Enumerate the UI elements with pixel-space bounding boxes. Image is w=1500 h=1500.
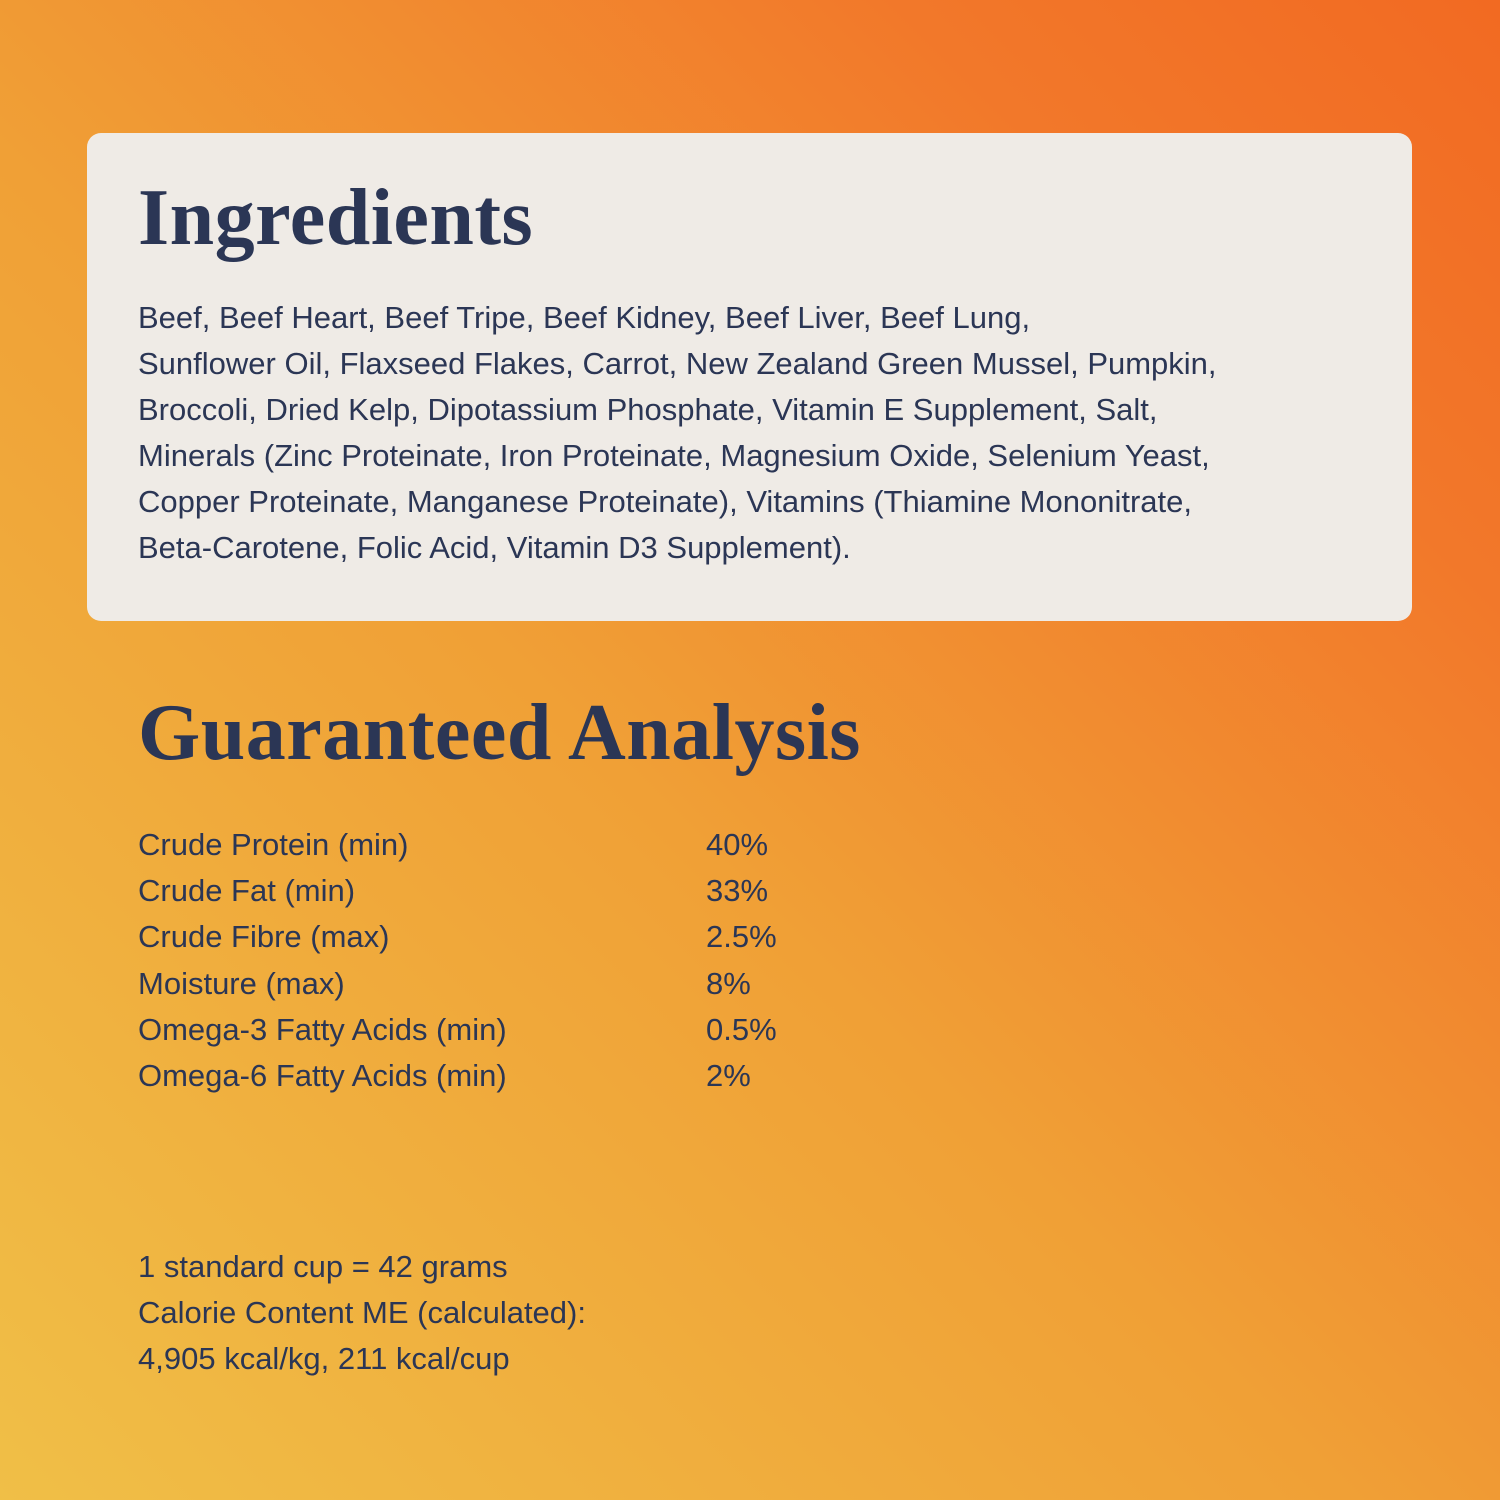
ingredients-line: Sunflower Oil, Flaxseed Flakes, Carrot, … [138, 346, 1217, 381]
nutrient-name: Crude Fibre (max) [138, 919, 390, 955]
nutrient-value: 2.5% [706, 919, 777, 955]
nutrient-value: 0.5% [706, 1011, 777, 1047]
analysis-row: Omega-3 Fatty Acids (min) 0.5% [138, 1007, 777, 1053]
nutrient-name: Crude Fat (min) [138, 873, 356, 909]
ingredients-line: Minerals (Zinc Proteinate, Iron Proteina… [138, 438, 1210, 473]
analysis-row: Moisture (max) 8% [138, 961, 777, 1007]
ingredients-line: Beef, Beef Heart, Beef Tripe, Beef Kidne… [138, 300, 1031, 335]
nutrient-value: 33% [706, 873, 769, 909]
ingredients-line: Broccoli, Dried Kelp, Dipotassium Phosph… [138, 392, 1158, 427]
nutrient-name: Moisture (max) [138, 965, 345, 1001]
calorie-info: 1 standard cup = 42 grams Calorie Conten… [138, 1244, 586, 1382]
analysis-row: Crude Fat (min) 33% [138, 868, 777, 914]
serving-size: 1 standard cup = 42 grams [138, 1249, 508, 1284]
nutrient-name: Crude Protein (min) [138, 827, 409, 862]
analysis-table: Crude Protein (min) 40% Crude Fat (min) 33… [138, 822, 777, 1099]
analysis-row: Crude Protein (min) 40% [138, 822, 777, 868]
ingredients-line: Beta-Carotene, Folic Acid, Vitamin D3 Su… [138, 530, 851, 565]
analysis-title: Guaranteed Analysis [138, 689, 861, 777]
calorie-values: 4,905 kcal/kg, 211 kcal/cup [138, 1341, 510, 1376]
nutrient-name: Omega-3 Fatty Acids (min) [138, 1011, 507, 1047]
calorie-label: Calorie Content ME (calculated): [138, 1295, 586, 1330]
nutrient-value: 2% [706, 1058, 751, 1094]
ingredients-title: Ingredients [138, 174, 534, 262]
analysis-row: Crude Fibre (max) 2.5% [138, 914, 777, 960]
ingredients-list: Beef, Beef Heart, Beef Tripe, Beef Kidne… [138, 295, 1217, 571]
nutrient-value: 8% [706, 965, 751, 1001]
analysis-row: Omega-6 Fatty Acids (min) 2% [138, 1053, 777, 1099]
ingredients-line: Copper Proteinate, Manganese Proteinate)… [138, 484, 1192, 519]
nutrient-value: 40% [706, 827, 769, 862]
ingredients-card: Ingredients Beef, Beef Heart, Beef Tripe… [87, 133, 1412, 621]
nutrient-name: Omega-6 Fatty Acids (min) [138, 1058, 507, 1094]
